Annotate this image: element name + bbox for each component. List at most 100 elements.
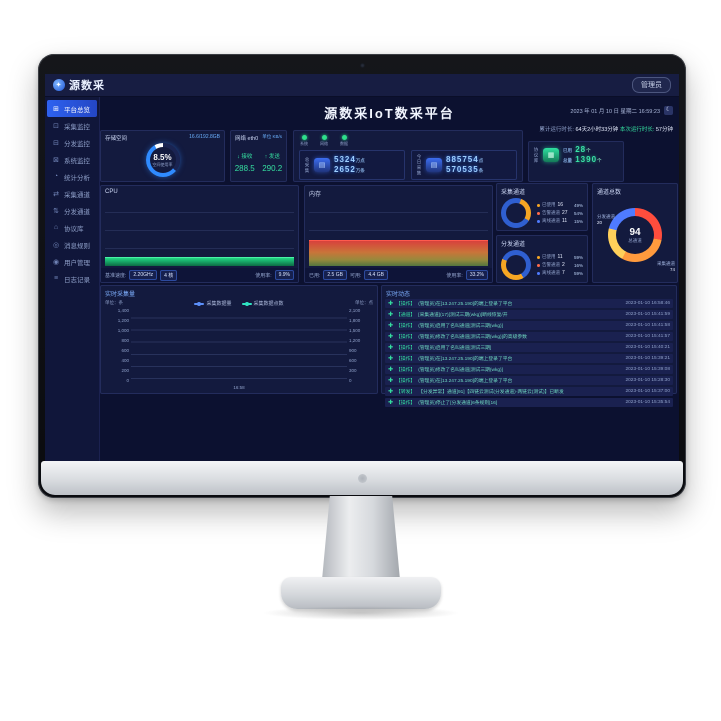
chin-logo <box>358 474 367 483</box>
sidebar-item[interactable]: ⊡ 采集监控 <box>45 117 99 134</box>
memory-avail-label: 可用: <box>349 272 362 279</box>
sidebar-item[interactable]: ⊠ 系统监控 <box>45 151 99 168</box>
legend-item[interactable]: 采集数据量 <box>194 300 232 307</box>
protocol-used-unit: 个 <box>586 148 591 153</box>
storage-percent: 8.5% <box>153 152 172 162</box>
uptime-line: 累计运行时长: 64天2小时33分钟 本次运行时长: 57分钟 <box>539 125 673 133</box>
axis-tick: 300 <box>349 368 357 373</box>
collect-channel-donut <box>501 198 531 228</box>
chart-gridlines <box>131 312 347 379</box>
storage-gauge: 8.5% 空间使用率 <box>145 143 180 177</box>
plus-icon: ✚ <box>388 345 394 351</box>
activity-text: (管理员)启用了名叫通道[测试三期] <box>418 346 492 351</box>
activity-row[interactable]: ✚ 【操作】 (管理员)在[13.247.25.190]的端上登录了平台 202… <box>385 299 673 308</box>
window-topbar: ✦ 源数采 管理员 <box>45 74 679 97</box>
storage-panel: 存储空间 16.6/192.8GB 8.5% 空间使用率 <box>100 130 225 182</box>
activity-time: 2023-01-10 15:40:21 <box>625 345 670 350</box>
activity-row[interactable]: ✚ 【转发】 【分发异常】通道[91]【四链云测试(分发通道)·两链云(测试)】… <box>385 387 673 396</box>
network-header: 网络 eth0 单位 KB/s <box>231 131 286 142</box>
stat-percent: 49% <box>573 202 583 208</box>
activity-row[interactable]: ✚ 【操作】 (管理员)停止了[分发通道]6条规则[16] 2023-01-10… <box>385 398 673 407</box>
dispatch-total-label: 分发通道 20 <box>597 214 615 225</box>
left-axis-unit: 单位：条 <box>105 300 123 305</box>
axis-tick: 0 <box>349 378 352 383</box>
sidebar-item[interactable]: ⇅ 分发通道 <box>45 202 99 219</box>
sidebar-item-label: 采集通道 <box>64 191 90 199</box>
activity-row[interactable]: ✚ 【操作】 (管理员)修改了名叫通道[测试三期(wkg)]的高级参数 2023… <box>385 332 673 341</box>
plus-icon: ✚ <box>388 400 394 406</box>
stat-percent: 54% <box>573 210 583 216</box>
sidebar-item[interactable]: ◔ 统计分析 <box>45 168 99 185</box>
sidebar-item[interactable]: ⊞ 平台总览 <box>47 100 97 117</box>
axis-tick: 400 <box>121 358 129 363</box>
theme-toggle-icon[interactable]: ☾ <box>664 106 673 115</box>
activity-row[interactable]: ✚ 【操作】 (管理员)在[13.247.25.190]的端上登录了平台 202… <box>385 376 673 385</box>
sidebar-item[interactable]: ◉ 用户管理 <box>45 253 99 270</box>
protocol-label: 协议库 <box>534 147 539 164</box>
activity-text: 【分发异常】通道[91]【四链云测试(分发通道)·两链云(测试)】已断发 <box>418 390 564 395</box>
activity-row[interactable]: ✚ 【通道】 [采集通道](17)[测试三期(wkg)]断线恢复/开 2023-… <box>385 310 673 319</box>
sidebar-item-icon: ⇅ <box>53 207 59 215</box>
send-value: 290.2 <box>262 164 283 173</box>
status-dot-item: 网络 <box>320 135 328 147</box>
sidebar-item-label: 用户管理 <box>64 259 90 267</box>
stat-label: 告警通道 <box>542 262 560 267</box>
plus-icon: ✚ <box>388 301 394 307</box>
stat-label: 告警通道 <box>542 210 560 215</box>
left-axis-ticks: 1,400 1,200 1,000 800 600 400 200 0 <box>103 308 129 383</box>
channel-stat-row: 离线通道 11 15% <box>537 218 583 224</box>
database-icon: ▤ <box>426 158 442 172</box>
stat-percent: 59% <box>573 270 583 276</box>
plus-icon: ✚ <box>388 356 394 362</box>
stat-percent: 15% <box>573 218 583 224</box>
sidebar-item-icon: ◔ <box>53 173 59 180</box>
monitor-stand-base <box>281 577 441 609</box>
status-dot-icon <box>341 135 347 140</box>
protocol-icon: ▦ <box>543 148 559 163</box>
status-dot-label: 数据 <box>340 141 348 146</box>
storage-capacity: 16.6/192.8GB <box>189 134 220 140</box>
status-dot-item: 数据 <box>340 135 348 147</box>
stat-label: 离线通道 <box>542 218 560 223</box>
activity-row[interactable]: ✚ 【操作】 (管理员)在[13.247.25.190]的端上登录了平台 202… <box>385 354 673 363</box>
stat-dot-icon <box>537 271 540 275</box>
total-points: 5324 <box>334 154 356 164</box>
memory-used-value: 2.5 GB <box>323 270 347 280</box>
activity-title: 实时动态 <box>386 292 411 298</box>
sidebar-item[interactable]: ⌂ 协议库 <box>45 219 99 236</box>
network-title: 网络 eth0 <box>235 136 259 142</box>
sidebar-item-icon: ⊞ <box>53 105 59 113</box>
sidebar-item[interactable]: ≡ 日志记录 <box>45 270 99 287</box>
admin-button[interactable]: 管理员 <box>632 77 671 93</box>
activity-time: 2023-01-10 15:41:59 <box>625 312 670 317</box>
activity-row[interactable]: ✚ 【操作】 (管理员)修改了名叫通道[测试三期(wkg)] 2023-01-1… <box>385 365 673 374</box>
stat-dot-icon <box>537 219 540 223</box>
protocol-used-label: 已用 <box>563 148 572 153</box>
legend-item[interactable]: 采集数据点数 <box>241 300 284 307</box>
axis-tick: 2,100 <box>349 308 361 313</box>
status-totals-panel: 系统 网络 数据 <box>293 130 523 182</box>
axis-tick: 0 <box>126 378 129 383</box>
axis-tick: 600 <box>349 358 357 363</box>
status-dot-icon <box>301 135 307 140</box>
activity-row[interactable]: ✚ 【操作】 (管理员)启用了名叫通道[测试三期] 2023-01-10 15:… <box>385 343 673 352</box>
axis-tick: 1,800 <box>349 318 361 323</box>
sidebar: ⊞ 平台总览 ⊡ 采集监控 ⊟ 分发监控 ⊠ <box>45 97 100 461</box>
activity-row[interactable]: ✚ 【操作】 (管理员)启用了名叫通道[测试三期(wkg)] 2023-01-1… <box>385 321 673 330</box>
storage-gauge-wrap: 8.5% 空间使用率 <box>101 143 224 177</box>
activity-time: 2023-01-10 16:58:46 <box>625 301 670 306</box>
sidebar-item[interactable]: ⊟ 分发监控 <box>45 134 99 151</box>
stat-dot-icon <box>537 211 540 215</box>
realtime-chart-panel: 实时采集量 采集数据量 采集数据点数 单位：条 单位：点 1,400 1,200 1… <box>100 285 378 394</box>
datetime-text: 2023 年 01 月 10 日 星期二 16:59:23 <box>570 108 660 115</box>
axis-tick: 900 <box>349 348 357 353</box>
sidebar-item-label: 协议库 <box>64 225 84 233</box>
storage-caption: 空间使用率 <box>152 161 173 167</box>
send-label: ↑ 发送 <box>264 154 280 160</box>
sidebar-item-label: 分发通道 <box>64 208 90 216</box>
sidebar-item[interactable]: ◎ 消息规则 <box>45 236 99 253</box>
sidebar-item[interactable]: ⇄ 采集通道 <box>45 185 99 202</box>
sidebar-item-icon: ◎ <box>52 241 60 249</box>
activity-text: (管理员)在[13.247.25.190]的端上登录了平台 <box>418 357 513 362</box>
protocol-used: 28 <box>575 145 587 154</box>
